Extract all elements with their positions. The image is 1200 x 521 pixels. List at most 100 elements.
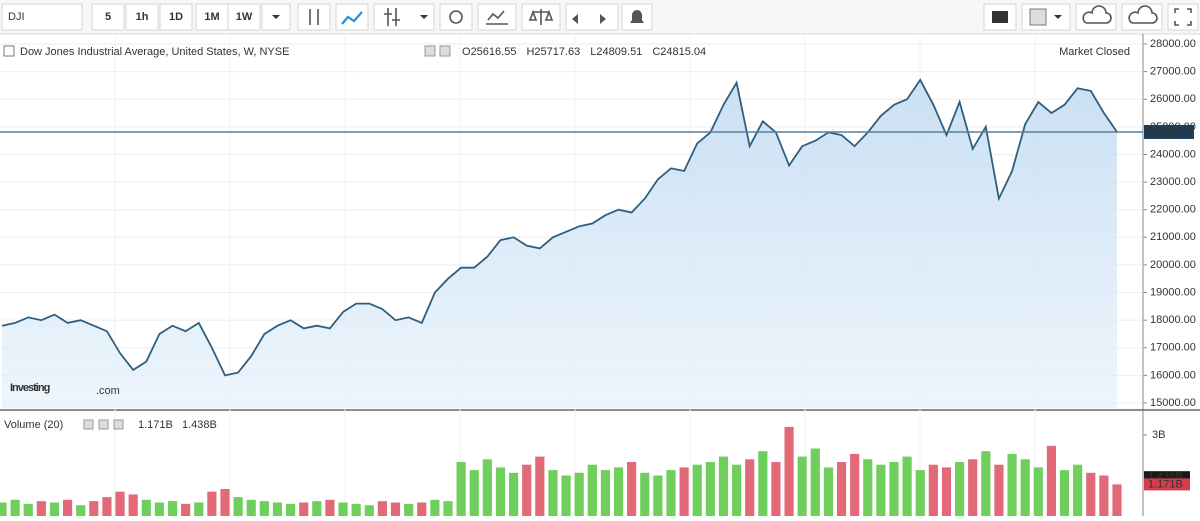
volume-bar [10,499,20,516]
layout-icon [1029,8,1047,26]
candles-icon [309,9,319,25]
volume-bar [102,497,112,516]
market-status: Market Closed [1059,46,1130,58]
volume-bar [731,464,742,516]
legend-icon[interactable] [113,419,124,430]
volume-bar [679,467,689,516]
settings-button[interactable] [439,3,473,31]
volume-bar [390,502,401,516]
volume-average: 1.438B [182,419,217,431]
volume-bar [876,464,886,516]
y-tick-label: 21000.00 [1150,231,1196,243]
ohlc-key: L [590,46,596,58]
volume-bar [600,470,611,516]
interval-label: 1h [136,11,149,23]
interval-buttons: 5 1h 1D 1M 1W [91,3,261,31]
interval-button[interactable] [159,3,193,31]
legend-icon[interactable] [98,419,109,430]
interval-button[interactable] [91,3,125,31]
legend-icon[interactable] [83,419,94,430]
candles-button[interactable] [297,3,331,31]
y-tick-label: 17000.00 [1150,342,1196,354]
volume-bar [850,453,860,516]
interval-label: 1M [204,11,219,23]
y-tick-label: 28000.00 [1150,38,1196,50]
volume-bar [797,456,807,516]
volume-bar [0,502,7,516]
volume-bar [1099,475,1109,516]
tool-icons [261,3,1199,31]
volume-bar [404,503,414,516]
volume-bar [482,459,492,516]
volume-bar [1046,445,1057,516]
volume-bar [1059,470,1070,516]
interval-label: 1D [169,11,183,23]
volume-bar [154,502,165,516]
symbol: DJI [8,11,25,23]
volume-bar [299,502,309,516]
alert-icon [630,10,644,23]
legend-icon[interactable] [424,45,436,57]
volume-bar [954,462,965,516]
volume-bar [981,451,991,516]
volume-bar [1007,453,1017,516]
interval-label: 5 [105,11,111,23]
area-button[interactable] [335,3,369,31]
volume-bar [259,501,269,516]
volume-bar [863,459,873,516]
volume-bar [666,470,676,516]
volume-title: Volume (20) [4,419,63,431]
caret [1054,15,1062,19]
watermark: Investing [10,382,50,394]
volume-bar [377,501,388,516]
plot [0,78,1143,516]
volume-bar [312,501,322,516]
studies-icon [486,10,508,25]
volume-bar [640,472,650,516]
collapse-icon[interactable] [3,45,15,57]
volume-bar [771,462,781,516]
save-button[interactable] [1121,3,1163,31]
last-price-tag [1144,124,1194,139]
volume-bar [928,464,938,516]
volume-bar [194,502,204,516]
volume-bar [784,426,794,516]
volume-bar [705,462,715,516]
interval-button[interactable] [125,3,159,31]
symbol-input[interactable] [1,3,83,31]
caret [272,15,280,19]
ohlc-value: 24815.04 [660,46,706,58]
settings-icon [449,10,463,24]
ohlc-value: 24809.51 [596,46,642,58]
volume-bar [325,499,335,516]
volume-tag-label: 1.171B [1148,478,1183,490]
volume-bar [469,470,479,516]
ohlc-value: 25616.55 [471,46,517,58]
volume-bar [89,501,99,516]
chart-title: Dow Jones Industrial Average, United Sta… [20,46,289,58]
volume-tag [1144,478,1190,491]
interval-button[interactable] [227,3,261,31]
y-tick-label: 18000.00 [1150,314,1196,326]
volume-bar [508,472,519,516]
volume-bar [1086,472,1096,516]
volume-bar [823,467,834,516]
volume-bar [587,464,597,516]
volume-bar [627,462,637,516]
undo-redo[interactable] [565,3,619,31]
y-tick-label: 19000.00 [1150,286,1196,298]
volume-bar [430,499,440,516]
volume-bar [548,470,558,516]
fullscreen-button[interactable] [1167,3,1199,31]
legend-icon[interactable] [439,45,451,57]
volume-bar [535,456,545,516]
volume-bar [692,464,702,516]
volume-bar [338,502,348,516]
load-button[interactable] [1075,3,1117,31]
area-icon [341,11,363,25]
volume-bar [889,462,899,516]
volume-bar [167,501,178,516]
volume-bar [76,505,86,516]
volume-bar [994,464,1004,516]
